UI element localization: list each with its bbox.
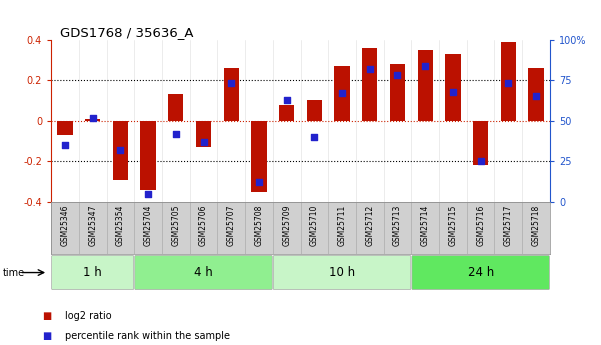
Text: GSM25354: GSM25354 [116, 204, 125, 246]
Text: GSM25718: GSM25718 [531, 204, 540, 246]
Point [199, 139, 209, 145]
Bar [279, 105, 294, 121]
Bar [196, 121, 211, 147]
Text: GSM25708: GSM25708 [254, 204, 263, 246]
Bar [362, 48, 377, 121]
FancyBboxPatch shape [412, 255, 549, 290]
Bar [106, 202, 134, 254]
Point [392, 72, 402, 78]
Bar [307, 100, 322, 121]
Bar [522, 202, 550, 254]
Bar [334, 66, 350, 121]
Point [254, 180, 264, 185]
Bar [190, 202, 218, 254]
Bar [141, 121, 156, 190]
Text: GSM25707: GSM25707 [227, 204, 236, 246]
Point [504, 81, 513, 86]
Point [171, 131, 181, 137]
Bar [224, 68, 239, 121]
Text: ■: ■ [42, 311, 51, 321]
Bar [439, 202, 467, 254]
Text: GSM25715: GSM25715 [448, 204, 457, 246]
Text: percentile rank within the sample: percentile rank within the sample [65, 332, 230, 341]
Bar [79, 202, 106, 254]
Bar [51, 202, 79, 254]
Bar [168, 95, 183, 121]
Text: GSM25346: GSM25346 [61, 204, 70, 246]
Bar [251, 121, 267, 192]
Bar [445, 54, 460, 121]
Text: 1 h: 1 h [84, 266, 102, 279]
Text: log2 ratio: log2 ratio [65, 311, 112, 321]
Bar [245, 202, 273, 254]
Bar [162, 202, 190, 254]
Text: 24 h: 24 h [468, 266, 494, 279]
Text: GSM25710: GSM25710 [310, 204, 319, 246]
Text: GSM25716: GSM25716 [476, 204, 485, 246]
Bar [218, 202, 245, 254]
Text: time: time [3, 268, 25, 277]
Point [115, 147, 125, 153]
Text: GSM25347: GSM25347 [88, 204, 97, 246]
Text: GSM25711: GSM25711 [338, 204, 347, 246]
Point [421, 63, 430, 68]
Point [60, 142, 70, 148]
Bar [467, 202, 495, 254]
Bar [473, 121, 488, 165]
Point [337, 90, 347, 96]
Bar [85, 119, 100, 121]
Text: 4 h: 4 h [194, 266, 213, 279]
Text: GDS1768 / 35636_A: GDS1768 / 35636_A [60, 26, 194, 39]
Bar [411, 202, 439, 254]
Point [282, 97, 291, 102]
Bar [383, 202, 411, 254]
Point [448, 89, 458, 94]
Point [365, 66, 374, 72]
Text: GSM25713: GSM25713 [393, 204, 402, 246]
Text: GSM25704: GSM25704 [144, 204, 153, 246]
Point [88, 115, 97, 120]
Point [143, 191, 153, 197]
FancyBboxPatch shape [52, 255, 133, 290]
Text: GSM25706: GSM25706 [199, 204, 208, 246]
Text: GSM25714: GSM25714 [421, 204, 430, 246]
Point [310, 134, 319, 140]
Bar [113, 121, 128, 179]
Bar [328, 202, 356, 254]
Text: GSM25717: GSM25717 [504, 204, 513, 246]
Bar [501, 42, 516, 121]
Bar [418, 50, 433, 121]
Text: 10 h: 10 h [329, 266, 355, 279]
Bar [134, 202, 162, 254]
Point [476, 159, 486, 164]
Text: GSM25712: GSM25712 [365, 204, 374, 246]
Text: ■: ■ [42, 332, 51, 341]
Point [531, 93, 541, 99]
Text: GSM25705: GSM25705 [171, 204, 180, 246]
Bar [57, 121, 73, 135]
FancyBboxPatch shape [135, 255, 272, 290]
Bar [390, 64, 405, 121]
Bar [273, 202, 300, 254]
FancyBboxPatch shape [273, 255, 411, 290]
Bar [356, 202, 383, 254]
Bar [495, 202, 522, 254]
Text: GSM25709: GSM25709 [282, 204, 291, 246]
Bar [528, 68, 544, 121]
Point [227, 81, 236, 86]
Bar [300, 202, 328, 254]
